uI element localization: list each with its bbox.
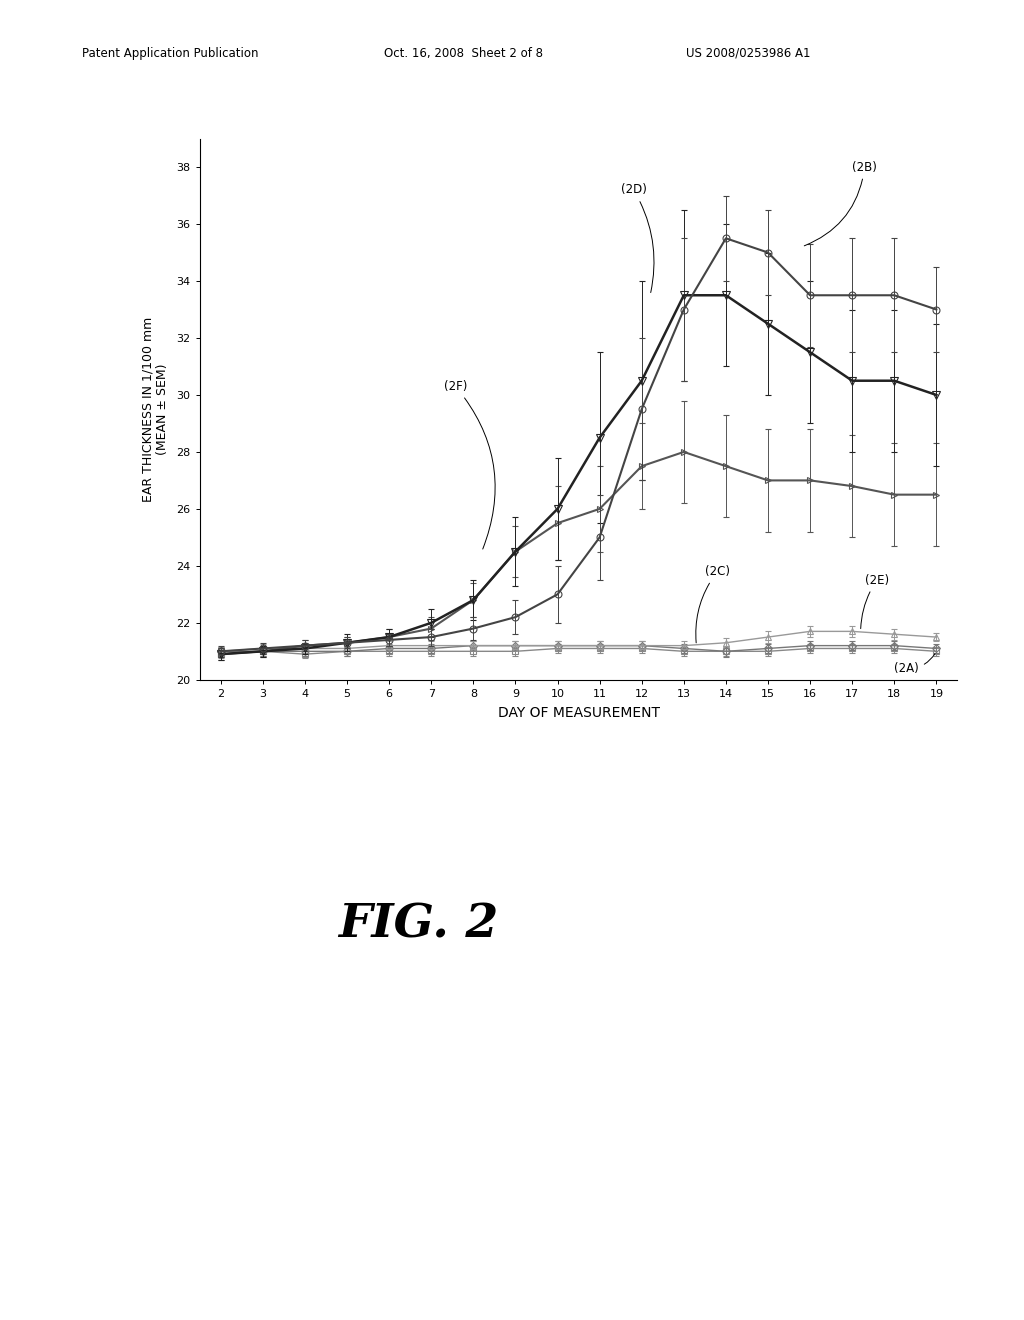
Text: Oct. 16, 2008  Sheet 2 of 8: Oct. 16, 2008 Sheet 2 of 8: [384, 46, 543, 59]
Text: (2A): (2A): [894, 653, 935, 675]
Text: (2D): (2D): [621, 183, 654, 293]
Y-axis label: EAR THICKNESS IN 1/100 mm
(MEAN ± SEM): EAR THICKNESS IN 1/100 mm (MEAN ± SEM): [141, 317, 169, 502]
Text: (2C): (2C): [695, 565, 730, 643]
Text: Patent Application Publication: Patent Application Publication: [82, 46, 258, 59]
Text: (2E): (2E): [861, 574, 889, 628]
Text: US 2008/0253986 A1: US 2008/0253986 A1: [686, 46, 811, 59]
Text: (2B): (2B): [804, 161, 878, 246]
Text: FIG. 2: FIG. 2: [338, 902, 498, 946]
X-axis label: DAY OF MEASUREMENT: DAY OF MEASUREMENT: [498, 706, 659, 719]
Text: (2F): (2F): [443, 380, 496, 549]
